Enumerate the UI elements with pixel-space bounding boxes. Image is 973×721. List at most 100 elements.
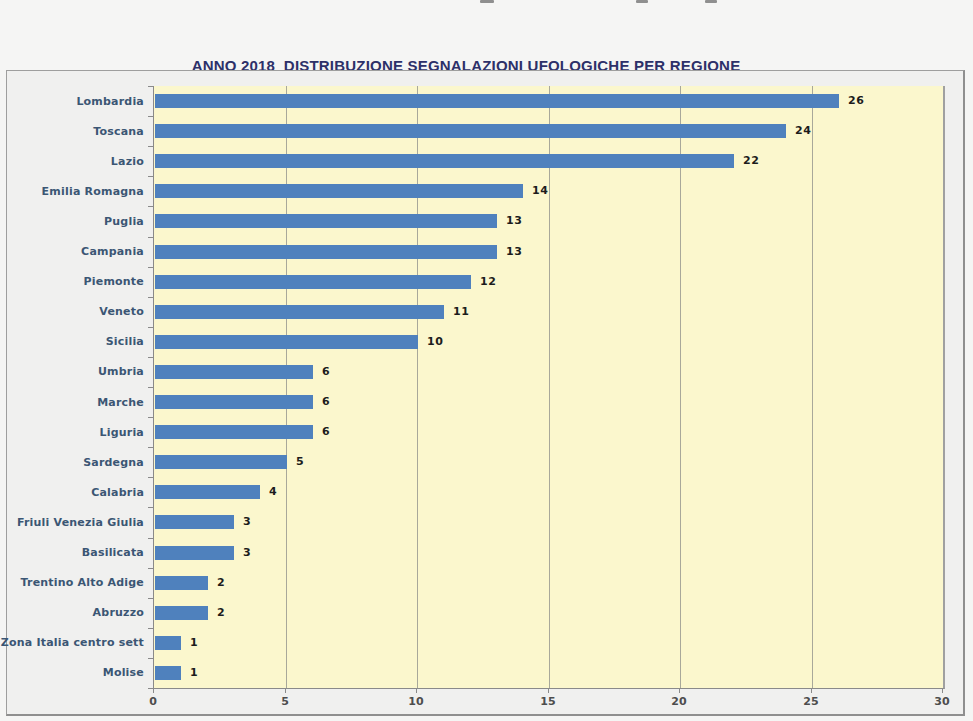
category-axis-tick: [148, 297, 153, 298]
x-axis-label-15: 15: [528, 695, 568, 708]
bar-lombardia: [155, 94, 839, 108]
bar-umbria: [155, 365, 313, 379]
value-label-umbria: 6: [322, 365, 330, 379]
bar-marche: [155, 395, 313, 409]
x-axis-tick-15: [548, 688, 549, 693]
category-axis-tick: [148, 86, 153, 87]
category-axis-tick: [148, 477, 153, 478]
bar-friuli-venezia-giulia: [155, 515, 234, 529]
category-label-toscana: Toscana: [7, 116, 147, 146]
value-label-marche: 6: [322, 395, 330, 409]
category-axis-tick: [148, 538, 153, 539]
chart-panel: 26242214131312111066654332211 LombardiaT…: [6, 70, 965, 716]
value-label-toscana: 24: [795, 124, 811, 138]
x-axis-label-10: 10: [396, 695, 436, 708]
category-label-sardegna: Sardegna: [7, 447, 147, 477]
category-label-lombardia: Lombardia: [7, 86, 147, 116]
category-axis-tick: [148, 628, 153, 629]
category-label-lazio: Lazio: [7, 146, 147, 176]
category-axis-tick: [148, 327, 153, 328]
cropped-text-fragment: [705, 0, 717, 3]
category-label-piemonte: Piemonte: [7, 267, 147, 297]
value-label-lombardia: 26: [848, 94, 864, 108]
category-axis-tick: [148, 176, 153, 177]
x-axis-tick-5: [285, 688, 286, 693]
x-axis-label-0: 0: [133, 695, 173, 708]
category-label-puglia: Puglia: [7, 206, 147, 236]
x-axis-label-25: 25: [791, 695, 831, 708]
category-axis-tick: [148, 598, 153, 599]
category-axis-tick: [148, 417, 153, 418]
value-label-veneto: 11: [453, 305, 469, 319]
bar-piemonte: [155, 275, 471, 289]
bar-lazio: [155, 154, 734, 168]
category-axis-tick: [148, 146, 153, 147]
category-axis-tick: [148, 507, 153, 508]
bar-veneto: [155, 305, 444, 319]
category-label-trentino-alto-adige: Trentino Alto Adige: [7, 568, 147, 598]
gridline-x-15: [549, 86, 550, 688]
category-label-sicilia: Sicilia: [7, 327, 147, 357]
gridline-x-10: [417, 86, 418, 688]
category-label-zona-italia-centro-sett: Zona Italia centro sett: [7, 628, 147, 658]
bar-emilia-romagna: [155, 184, 523, 198]
value-label-piemonte: 12: [480, 275, 496, 289]
category-axis-tick: [148, 237, 153, 238]
category-label-umbria: Umbria: [7, 357, 147, 387]
category-label-emilia-romagna: Emilia Romagna: [7, 176, 147, 206]
bar-basilicata: [155, 546, 234, 560]
value-label-sardegna: 5: [296, 455, 304, 469]
value-label-calabria: 4: [269, 485, 277, 499]
x-axis-tick-25: [811, 688, 812, 693]
bar-calabria: [155, 485, 260, 499]
x-axis-label-30: 30: [922, 695, 962, 708]
value-label-sicilia: 10: [427, 335, 443, 349]
value-label-trentino-alto-adige: 2: [217, 576, 225, 590]
category-label-molise: Molise: [7, 658, 147, 688]
cropped-text-fragment: [480, 0, 494, 3]
category-axis-tick: [148, 447, 153, 448]
value-label-puglia: 13: [506, 214, 522, 228]
bar-zona-italia-centro-sett: [155, 636, 181, 650]
value-label-zona-italia-centro-sett: 1: [190, 636, 198, 650]
x-axis-label-5: 5: [265, 695, 305, 708]
bar-puglia: [155, 214, 497, 228]
gridline-x-5: [286, 86, 287, 688]
bar-sicilia: [155, 335, 418, 349]
value-label-campania: 13: [506, 245, 522, 259]
bar-abruzzo: [155, 606, 208, 620]
value-label-liguria: 6: [322, 425, 330, 439]
category-axis-tick: [148, 267, 153, 268]
category-label-abruzzo: Abruzzo: [7, 598, 147, 628]
x-axis-tick-10: [416, 688, 417, 693]
x-axis-tick-20: [679, 688, 680, 693]
value-label-abruzzo: 2: [217, 606, 225, 620]
bar-campania: [155, 245, 497, 259]
category-label-liguria: Liguria: [7, 417, 147, 447]
value-label-emilia-romagna: 14: [532, 184, 548, 198]
category-axis-tick: [148, 387, 153, 388]
bar-trentino-alto-adige: [155, 576, 208, 590]
value-label-basilicata: 3: [243, 546, 251, 560]
category-label-basilicata: Basilicata: [7, 538, 147, 568]
category-axis-tick: [148, 206, 153, 207]
gridline-x-20: [680, 86, 681, 688]
x-axis-tick-30: [942, 688, 943, 693]
cropped-text-fragment: [636, 0, 648, 3]
category-axis-tick: [148, 116, 153, 117]
bar-toscana: [155, 124, 786, 138]
category-label-calabria: Calabria: [7, 477, 147, 507]
category-axis-tick: [148, 357, 153, 358]
category-label-marche: Marche: [7, 387, 147, 417]
x-axis-label-20: 20: [659, 695, 699, 708]
bar-sardegna: [155, 455, 287, 469]
value-label-molise: 1: [190, 666, 198, 680]
value-label-friuli-venezia-giulia: 3: [243, 515, 251, 529]
category-label-friuli-venezia-giulia: Friuli Venezia Giulia: [7, 507, 147, 537]
x-axis-tick-0: [153, 688, 154, 693]
category-label-campania: Campania: [7, 237, 147, 267]
gridline-x-25: [812, 86, 813, 688]
category-axis-tick: [148, 658, 153, 659]
bar-molise: [155, 666, 181, 680]
plot-area: 26242214131312111066654332211: [153, 86, 945, 689]
